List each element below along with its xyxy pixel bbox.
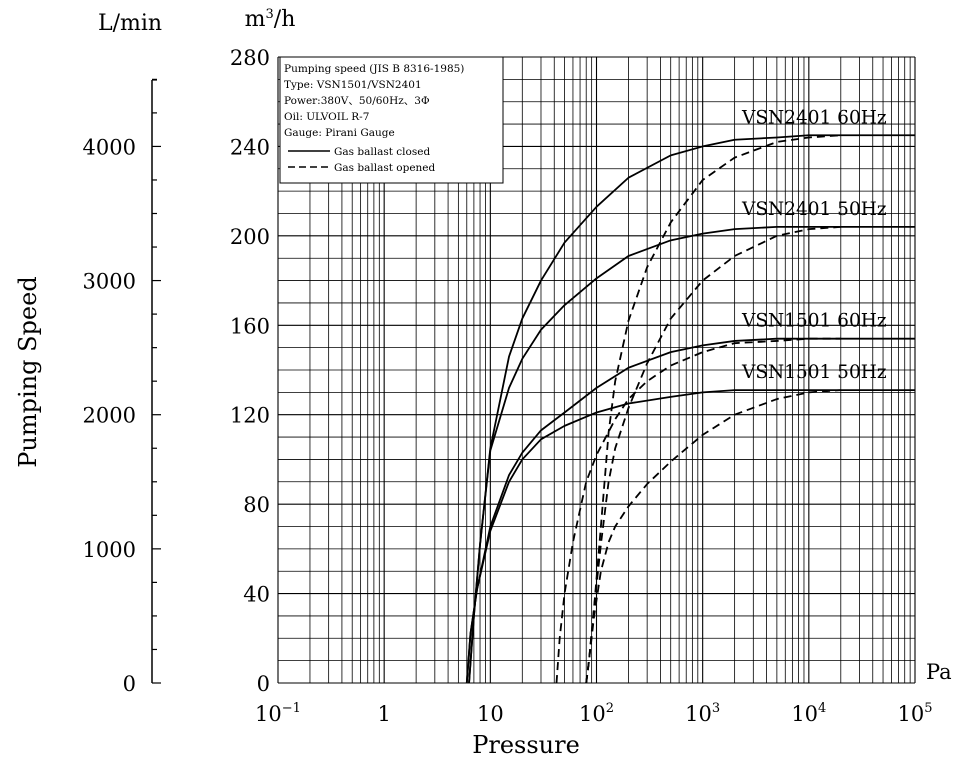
legend-line: Power:380V、50/60Hz、3Φ bbox=[284, 95, 430, 107]
y-tick-label: 80 bbox=[243, 493, 270, 517]
y2-tick-label: 3000 bbox=[83, 270, 136, 294]
legend-line: Type: VSN1501/VSN2401 bbox=[284, 79, 422, 91]
series-curve-5 bbox=[555, 337, 841, 684]
legend-entry-closed: Gas ballast closed bbox=[334, 146, 430, 158]
legend-entry-opened: Gas ballast opened bbox=[334, 162, 436, 174]
y2-tick-label: 0 bbox=[123, 672, 136, 696]
y-tick-label: 240 bbox=[230, 135, 270, 159]
legend-line: Pumping speed (JIS B 8316-1985) bbox=[284, 63, 464, 75]
curve-labels: VSN2401 60Hz VSN2401 50Hz VSN1501 60Hz VSN1… bbox=[741, 107, 887, 383]
y2-tick-label: 2000 bbox=[83, 404, 136, 428]
y-ticks: 0 40 80 120 160 200 240 280 bbox=[230, 46, 270, 696]
series-curve-2 bbox=[468, 226, 915, 684]
series-curve-6 bbox=[465, 389, 915, 684]
x-ticks: 10−1 1 10 102 103 104 105 bbox=[255, 701, 932, 726]
curve-label: VSN2401 50Hz bbox=[741, 199, 887, 220]
y2-unit-label: L/min bbox=[98, 11, 162, 36]
legend-box bbox=[279, 56, 504, 184]
series-curve-1 bbox=[585, 134, 841, 684]
curve-label: VSN1501 50Hz bbox=[741, 362, 887, 383]
x-tick-label: 10 bbox=[477, 702, 504, 726]
x-axis-title: Pressure bbox=[472, 731, 580, 759]
x-tick-label: 102 bbox=[579, 701, 614, 726]
x-tick-label: 104 bbox=[791, 701, 826, 726]
y-tick-label: 200 bbox=[230, 225, 270, 249]
y2-tick-label: 4000 bbox=[83, 135, 136, 159]
x-tick-label: 105 bbox=[897, 701, 932, 726]
curves bbox=[465, 134, 915, 684]
x-tick-label: 103 bbox=[685, 701, 720, 726]
legend-line: Oil: ULVOIL R-7 bbox=[284, 111, 369, 123]
curve-label: VSN1501 60Hz bbox=[741, 311, 887, 332]
x-tick-label: 10−1 bbox=[255, 701, 301, 726]
y-tick-label: 40 bbox=[243, 583, 270, 607]
series-curve-3 bbox=[585, 226, 841, 684]
y2-ticks: 0 1000 2000 3000 4000 bbox=[83, 78, 161, 696]
y-unit-label: m3/h bbox=[245, 7, 296, 32]
legend-line: Gauge: Pirani Gauge bbox=[284, 127, 395, 139]
curve-label: VSN2401 60Hz bbox=[741, 107, 887, 128]
series-curve-7 bbox=[585, 389, 841, 684]
y-axis-title: Pumping Speed bbox=[14, 276, 42, 467]
x-tick-label: 1 bbox=[377, 702, 390, 726]
legend: Pumping speed (JIS B 8316-1985) Type: VS… bbox=[279, 56, 504, 184]
y-tick-label: 0 bbox=[257, 672, 270, 696]
y2-tick-label: 1000 bbox=[83, 538, 136, 562]
y-tick-label: 120 bbox=[230, 404, 270, 428]
y-tick-label: 160 bbox=[230, 314, 270, 338]
x-unit-label: Pa bbox=[926, 660, 952, 684]
y-tick-label: 280 bbox=[230, 46, 270, 70]
